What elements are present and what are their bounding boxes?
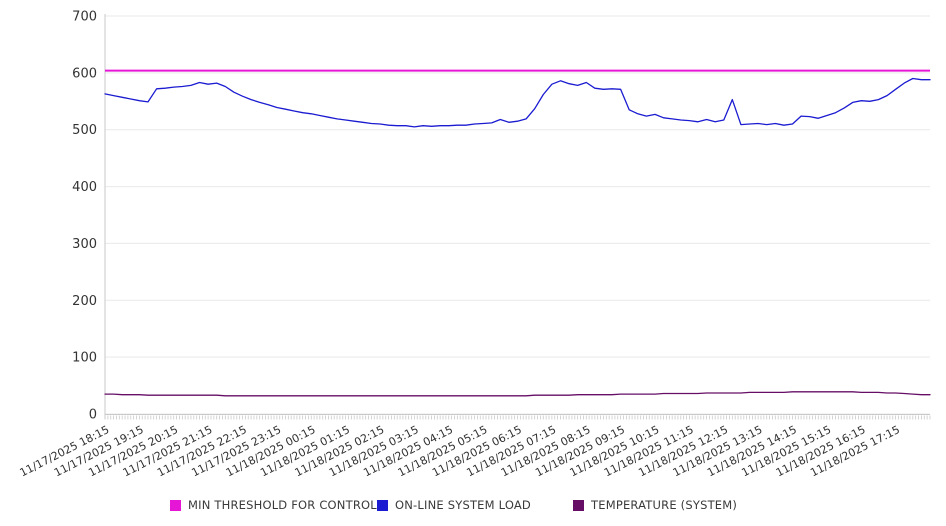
y-tick-label: 0 <box>89 408 97 423</box>
legend-swatch-temperature-system <box>573 499 584 511</box>
y-tick-label: 700 <box>72 10 97 25</box>
legend-label-online-system-load: ON-LINE SYSTEM LOAD <box>395 498 531 512</box>
series-line-temperature-system <box>104 391 931 397</box>
y-tick-label: 200 <box>72 294 97 309</box>
legend: MIN THRESHOLD FOR CONTROL ON-LINE SYSTEM… <box>0 496 946 520</box>
y-tick-label: 400 <box>72 180 97 195</box>
y-tick-label: 500 <box>72 123 97 138</box>
legend-label-min-threshold-for-control: MIN THRESHOLD FOR CONTROL <box>188 498 377 512</box>
legend-swatch-online-system-load <box>377 499 388 511</box>
legend-item-min-threshold-for-control: MIN THRESHOLD FOR CONTROL <box>170 498 377 512</box>
y-tick-label: 300 <box>72 237 97 252</box>
legend-swatch-min-threshold-for-control <box>170 499 181 511</box>
legend-label-temperature-system: TEMPERATURE (SYSTEM) <box>591 498 738 512</box>
y-tick-label: 100 <box>72 351 97 366</box>
series-line-on-line-system-load <box>104 77 931 128</box>
legend-item-online-system-load: ON-LINE SYSTEM LOAD <box>377 498 531 512</box>
y-tick-label: 600 <box>72 66 97 81</box>
legend-item-temperature-system: TEMPERATURE (SYSTEM) <box>573 498 737 512</box>
